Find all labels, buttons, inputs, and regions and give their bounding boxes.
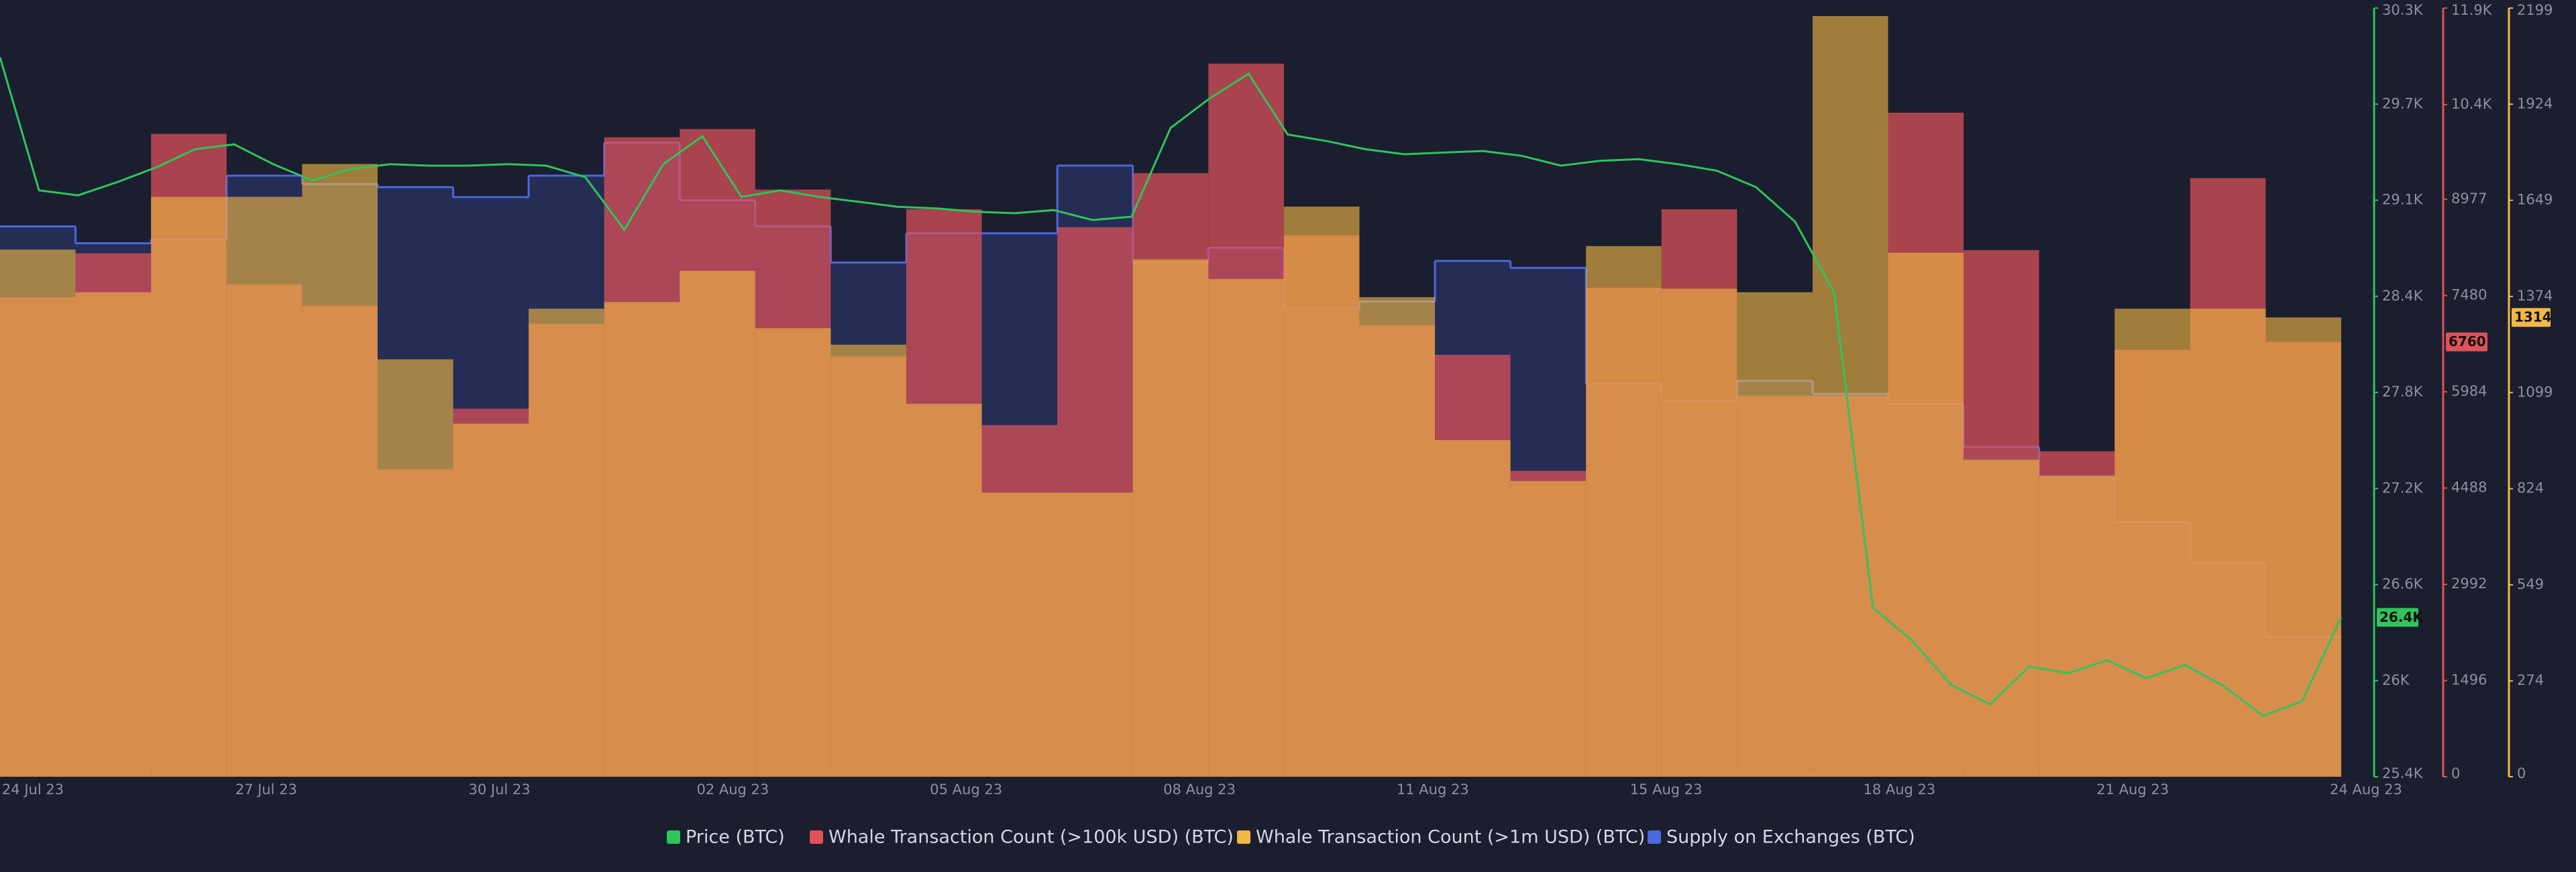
y-tick-label: 0: [2451, 765, 2460, 781]
y-tick-label: 11.9K: [2451, 2, 2493, 18]
y-tick-label: 26K: [2382, 672, 2410, 688]
x-tick-label: 05 Aug 23: [930, 781, 1002, 798]
y-tick-label: 1649: [2517, 192, 2553, 208]
y-tick-label: 1099: [2517, 384, 2553, 400]
bar: [680, 270, 755, 777]
bar: [830, 344, 906, 777]
legend-swatch: [810, 830, 823, 844]
bar: [1964, 459, 2039, 777]
y-tick-label: 2199: [2517, 2, 2553, 18]
y-tick-label: 1924: [2517, 95, 2553, 111]
price-line: [0, 56, 2343, 717]
bar: [2265, 317, 2341, 777]
y-tick-label: 26.6K: [2382, 576, 2424, 592]
legend-label: Whale Transaction Count (>100k USD) (BTC…: [828, 827, 1234, 848]
x-tick-label: 30 Jul 23: [469, 781, 531, 798]
x-tick-label: 11 Aug 23: [1397, 781, 1469, 798]
legend-label: Price (BTC): [686, 827, 785, 848]
y-tick-label: 28.4K: [2382, 288, 2424, 304]
legend-label: Supply on Exchanges (BTC): [1666, 827, 1915, 848]
y-tick-label: 2992: [2451, 576, 2487, 592]
y-tick-label: 7480: [2451, 287, 2487, 303]
bar: [302, 164, 378, 777]
bar: [2039, 476, 2115, 777]
last-value-badge: [2512, 308, 2551, 327]
bar: [453, 423, 529, 777]
legend-swatch: [1237, 830, 1250, 844]
bar: [1208, 278, 1284, 777]
bar: [1888, 252, 1964, 777]
x-tick-label: 24 Aug 23: [2330, 781, 2402, 798]
y-tick-label: 10.4K: [2451, 96, 2493, 112]
bar: [0, 250, 76, 777]
bar: [1359, 296, 1436, 777]
bar: [981, 492, 1058, 777]
x-tick-label: 27 Jul 23: [235, 781, 297, 798]
bar: [2114, 309, 2190, 777]
x-tick-label: 02 Aug 23: [696, 781, 769, 798]
bar: [1586, 246, 1662, 777]
bar: [1132, 259, 1209, 777]
x-tick-label: 18 Aug 23: [1863, 781, 1935, 798]
bar: [226, 197, 303, 777]
y-tick-label: 274: [2517, 672, 2544, 688]
y-tick-label: 5984: [2451, 383, 2487, 399]
y-tick-label: 25.4K: [2382, 765, 2424, 781]
y-tick-label: 1496: [2451, 672, 2487, 688]
x-tick-label: 15 Aug 23: [1630, 781, 1703, 798]
bar: [2190, 309, 2266, 777]
bar: [151, 197, 227, 777]
y-tick-label: 549: [2517, 576, 2544, 592]
bar: [906, 403, 982, 777]
y-tick-label: 824: [2517, 480, 2544, 496]
legend-swatch: [1648, 830, 1661, 844]
bar: [1510, 481, 1587, 777]
legend-label: Whale Transaction Count (>1m USD) (BTC): [1256, 827, 1645, 848]
legend-swatch: [667, 830, 680, 844]
y-tick-label: 1374: [2517, 288, 2553, 304]
bar: [1737, 292, 1813, 777]
bar: [529, 309, 604, 777]
bar: [755, 328, 831, 777]
last-value-badge: [2377, 608, 2418, 627]
bar: [75, 292, 152, 777]
bar: [1283, 207, 1360, 777]
y-tick-label: 8977: [2451, 190, 2487, 207]
bar: [1812, 15, 1888, 777]
bar: [1661, 288, 1737, 777]
x-tick-label: 21 Aug 23: [2096, 781, 2169, 798]
y-tick-label: 29.7K: [2382, 95, 2424, 111]
bar: [377, 359, 453, 777]
bar: [604, 302, 680, 777]
y-tick-label: 27.8K: [2382, 384, 2424, 400]
y-tick-label: 0: [2517, 765, 2526, 781]
x-tick-label: 08 Aug 23: [1163, 781, 1236, 798]
last-value-badge: [2446, 332, 2487, 351]
y-tick-label: 4488: [2451, 480, 2487, 496]
bar: [1057, 492, 1133, 777]
y-tick-label: 27.2K: [2382, 480, 2424, 496]
y-tick-label: 29.1K: [2382, 192, 2424, 208]
last-value-label: 6760: [2449, 333, 2486, 349]
bar: [1435, 440, 1511, 777]
last-value-label: 26.4K: [2379, 609, 2424, 625]
last-value-label: 1314: [2514, 309, 2552, 325]
x-tick-label: 24 Jul 23: [2, 781, 64, 798]
y-tick-label: 30.3K: [2382, 2, 2424, 18]
